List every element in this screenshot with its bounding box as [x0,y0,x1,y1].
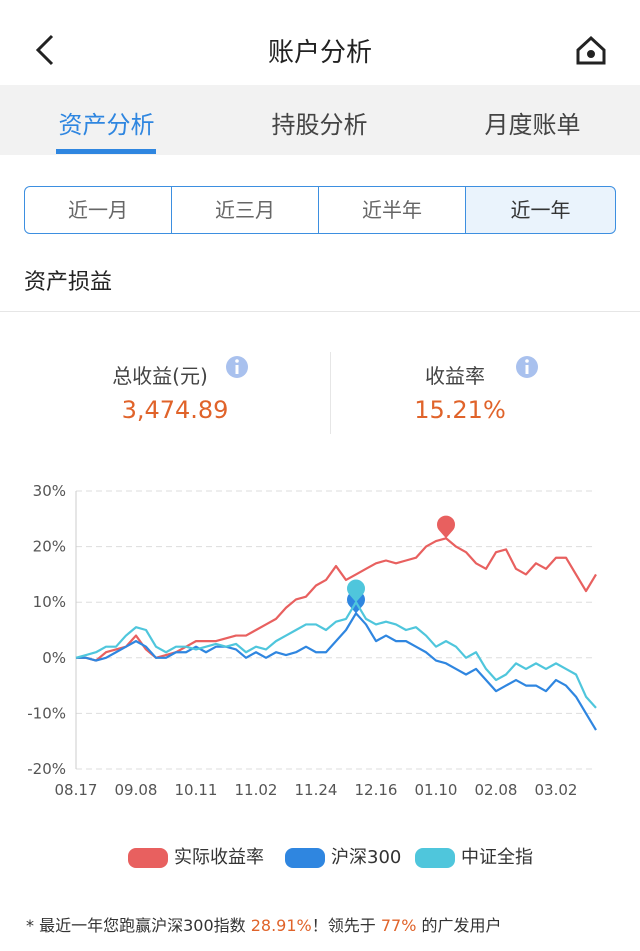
header-icons [35,34,606,66]
y-tick-label: 30% [33,482,66,500]
tab[interactable]: 月度账单 [484,111,581,139]
stat-label: 收益率 [425,364,485,388]
footer-highlight: 28.91% [250,916,312,935]
info-icon[interactable] [516,356,538,378]
home-button[interactable] [576,35,606,65]
footer-text: 的广发用户 [421,916,502,935]
y-tick-label: 10% [33,593,66,611]
y-tick-label: 20% [33,538,66,556]
legend-item[interactable]: 中证全指 [415,846,533,870]
y-tick-label: -10% [27,704,66,722]
y-tick-label: -20% [27,760,66,778]
legend-item[interactable]: 实际收益率 [128,846,264,870]
section-title: 资产损益 [24,270,113,295]
period-button[interactable]: 近半年 [318,186,466,234]
x-tick-label: 09.08 [115,781,158,799]
period-button[interactable]: 近三月 [171,186,319,234]
y-tick-label: 0% [42,649,66,667]
tab[interactable]: 持股分析 [271,111,368,139]
footer-highlight: 77% [380,916,417,935]
period-button[interactable]: 近一月 [24,186,172,234]
info-icon[interactable] [226,356,248,378]
stat-value: 3,474.89 [121,396,229,424]
x-tick-label: 11.02 [235,781,278,799]
legend-label: 沪深300 [331,847,402,868]
footer-note: * 最近一年您跑赢沪深300指数 28.91%！领先于 77% 的广发用户 [26,912,502,936]
legend-label: 实际收益率 [174,847,264,868]
series-line [76,537,597,662]
footer-text: 最近一年您跑赢沪深300指数 [39,916,246,935]
x-tick-label: 08.17 [55,781,98,799]
legend-swatch [415,848,455,868]
tab-indicator [56,149,156,154]
stat-label: 总收益(元) [112,364,208,388]
legend-item[interactable]: 沪深300 [285,846,401,870]
legend-swatch [285,848,325,868]
peak-marker [347,579,366,603]
legend-swatch [128,848,168,868]
x-tick-label: 11.24 [295,781,338,799]
divider [0,311,640,312]
footer-text: ！领先于 [311,916,376,935]
back-button[interactable] [35,34,54,66]
tab-bar: 资产分析 持股分析 月度账单 [0,85,640,155]
chart: 30% 20% 10% 0% -10% -20% 08.17 09.08 10.11 11.02 1… [27,482,597,799]
x-tick-label: 10.11 [175,781,218,799]
tab[interactable]: 资产分析 [58,111,155,139]
x-tick-label: 02.08 [475,781,518,799]
series-line [75,601,597,709]
peak-marker [437,515,455,539]
period-button[interactable]: 近一年 [465,186,616,234]
info-icons [226,356,538,378]
page-title: 账户分析 [267,38,372,68]
legend-label: 中证全指 [461,847,533,868]
footer-text: * [26,916,34,935]
x-tick-label: 03.02 [535,781,578,799]
stat-value: 15.21% [414,396,506,424]
divider [330,352,331,434]
series-line [76,612,597,731]
x-tick-label: 01.10 [415,781,458,799]
x-tick-label: 12.16 [355,781,398,799]
